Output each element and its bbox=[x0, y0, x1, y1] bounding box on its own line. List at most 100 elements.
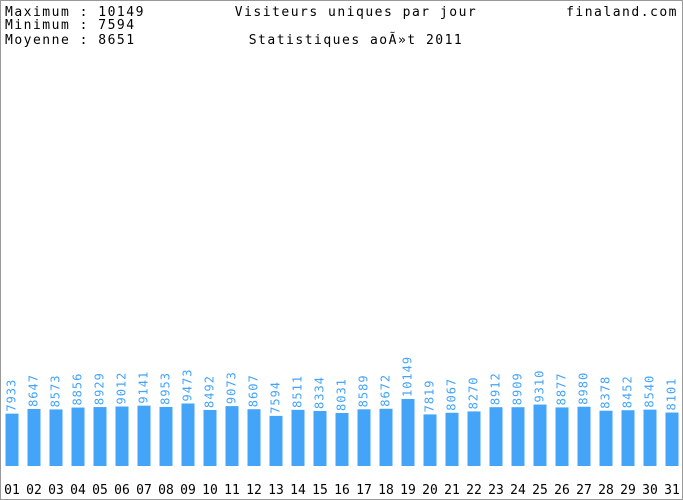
x-tick-label: 17 bbox=[356, 483, 372, 498]
stat-avg: Moyenne : 8651 bbox=[5, 33, 136, 48]
x-tick-label: 08 bbox=[158, 483, 174, 498]
bar bbox=[335, 412, 349, 466]
value-label: 8647 bbox=[27, 374, 41, 407]
value-label: 7933 bbox=[5, 379, 19, 412]
x-tick-label: 11 bbox=[224, 483, 240, 498]
bar bbox=[115, 406, 129, 466]
x-tick-label: 22 bbox=[466, 483, 482, 498]
stat-min: Minimum : 7594 bbox=[5, 18, 136, 33]
value-label: 9073 bbox=[225, 371, 239, 404]
value-label: 8912 bbox=[489, 372, 503, 405]
x-tick-label: 18 bbox=[378, 483, 394, 498]
value-label: 10149 bbox=[401, 356, 415, 397]
bar bbox=[467, 411, 481, 466]
x-tick-label: 26 bbox=[554, 483, 570, 498]
chart-subtitle: Statistiques aoÃ»t 2011 bbox=[249, 32, 464, 48]
value-label: 8856 bbox=[71, 373, 85, 406]
x-tick-label: 01 bbox=[4, 483, 20, 498]
value-label: 9310 bbox=[533, 370, 547, 403]
bar bbox=[511, 407, 525, 466]
x-tick-label: 05 bbox=[92, 483, 108, 498]
bar bbox=[401, 399, 415, 466]
x-tick-label: 12 bbox=[246, 483, 262, 498]
x-tick-label: 25 bbox=[532, 483, 548, 498]
stat-max: Maximum : 10149 bbox=[5, 5, 145, 20]
value-label: 8953 bbox=[159, 372, 173, 405]
x-tick-label: 28 bbox=[598, 483, 614, 498]
x-tick-label: 07 bbox=[136, 483, 152, 498]
bar bbox=[5, 413, 19, 466]
x-tick-label: 13 bbox=[268, 483, 284, 498]
x-tick-label: 03 bbox=[48, 483, 64, 498]
bar bbox=[225, 406, 239, 466]
x-tick-label: 04 bbox=[70, 483, 86, 498]
site-name: finaland.com bbox=[566, 5, 678, 20]
chart-title: Visiteurs uniques par jour bbox=[235, 5, 478, 20]
value-label: 8877 bbox=[555, 373, 569, 406]
value-label: 8589 bbox=[357, 374, 371, 407]
bar bbox=[555, 407, 569, 466]
value-label: 8929 bbox=[93, 372, 107, 405]
bar bbox=[71, 407, 85, 466]
x-tick-label: 21 bbox=[444, 483, 460, 498]
value-label: 8492 bbox=[203, 375, 217, 408]
bar bbox=[577, 406, 591, 466]
value-label: 8067 bbox=[445, 378, 459, 411]
x-tick-label: 29 bbox=[620, 483, 636, 498]
bar bbox=[137, 405, 151, 466]
value-label: 9473 bbox=[181, 369, 195, 402]
bar bbox=[379, 408, 393, 466]
value-label: 7819 bbox=[423, 379, 437, 412]
bar bbox=[291, 409, 305, 466]
value-label: 8540 bbox=[643, 375, 657, 408]
x-tick-label: 24 bbox=[510, 483, 526, 498]
x-tick-label: 20 bbox=[422, 483, 438, 498]
x-tick-label: 30 bbox=[642, 483, 658, 498]
bar bbox=[665, 412, 679, 466]
x-tick-label: 06 bbox=[114, 483, 130, 498]
value-label: 8909 bbox=[511, 372, 525, 405]
value-label: 8672 bbox=[379, 374, 393, 407]
bar bbox=[247, 409, 261, 466]
bar bbox=[643, 409, 657, 466]
value-label: 8334 bbox=[313, 376, 327, 409]
bar bbox=[313, 410, 327, 466]
x-tick-label: 16 bbox=[334, 483, 350, 498]
value-label: 8101 bbox=[665, 378, 679, 411]
value-label: 8511 bbox=[291, 375, 305, 408]
bar bbox=[203, 409, 217, 466]
value-label: 9141 bbox=[137, 371, 151, 404]
bar bbox=[159, 406, 173, 466]
bar bbox=[621, 410, 635, 466]
bar bbox=[445, 412, 459, 466]
bar bbox=[489, 407, 503, 466]
value-label: 8270 bbox=[467, 377, 481, 410]
x-tick-label: 27 bbox=[576, 483, 592, 498]
bar bbox=[181, 403, 195, 466]
x-tick-label: 31 bbox=[664, 483, 680, 498]
bar bbox=[49, 409, 63, 466]
bar bbox=[599, 410, 613, 466]
bar bbox=[27, 408, 41, 466]
value-label: 8573 bbox=[49, 375, 63, 408]
value-label: 8031 bbox=[335, 378, 349, 411]
bar bbox=[533, 404, 547, 466]
x-tick-label: 09 bbox=[180, 483, 196, 498]
value-label: 9012 bbox=[115, 372, 129, 405]
value-label: 8378 bbox=[599, 376, 613, 409]
x-tick-label: 15 bbox=[312, 483, 328, 498]
bar bbox=[423, 414, 437, 466]
bar bbox=[269, 415, 283, 466]
value-label: 8452 bbox=[621, 375, 635, 408]
x-tick-label: 02 bbox=[26, 483, 42, 498]
value-label: 7594 bbox=[269, 381, 283, 414]
x-tick-label: 23 bbox=[488, 483, 504, 498]
x-tick-label: 14 bbox=[290, 483, 306, 498]
x-tick-label: 10 bbox=[202, 483, 218, 498]
bar bbox=[357, 409, 371, 466]
value-label: 8980 bbox=[577, 372, 591, 405]
bar bbox=[93, 407, 107, 466]
value-label: 8607 bbox=[247, 374, 261, 407]
